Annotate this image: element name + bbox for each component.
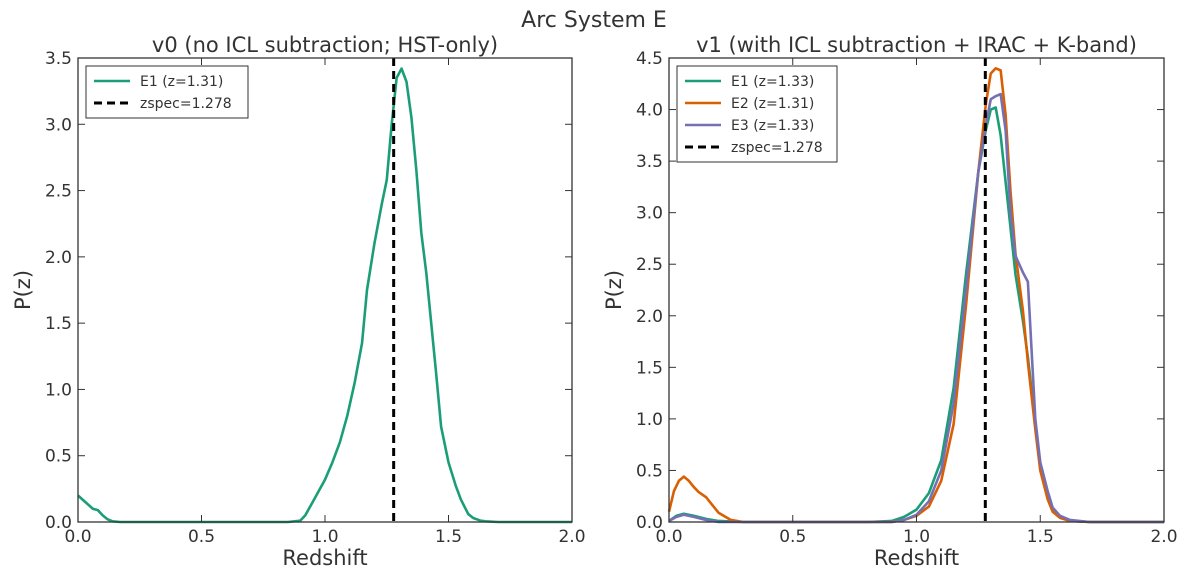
chart-0-x-tick-label: 1.0: [311, 527, 338, 547]
chart-1-y-tick-label: 0.5: [636, 461, 663, 481]
chart-1-y-tick-label: 3.0: [636, 204, 663, 224]
chart-0-y-tick-label: 1.5: [45, 314, 72, 334]
chart-1-y-tick-label: 0.0: [636, 513, 663, 533]
chart-0-x-tick-label: 0.0: [64, 527, 91, 547]
chart-0-x-tick-label: 2.0: [558, 527, 585, 547]
chart-1-legend-label: zspec=1.278: [731, 140, 823, 156]
chart-0-y-tick-label: 3.0: [45, 115, 72, 135]
chart-1-legend-label: E3 (z=1.33): [731, 118, 814, 134]
chart-1-y-tick-label: 1.5: [636, 358, 663, 378]
chart-1-legend: E1 (z=1.33) E2 (z=1.31) E3 (z=1.33) zspec=1…: [676, 65, 838, 163]
chart-0-y-tick-label: 1.0: [45, 380, 72, 400]
chart-0-x-axis-label: Redshift: [282, 546, 367, 570]
chart-panel-v1: v1 (with ICL subtraction + IRAC + K-band…: [602, 33, 1178, 570]
figure-suptitle: Arc System E: [521, 8, 667, 33]
chart-1-x-tick-label: 1.5: [1027, 527, 1054, 547]
chart-0-legend-box: [85, 65, 249, 119]
chart-1-y-tick-label: 3.5: [636, 152, 663, 172]
chart-1-x-tick-label: 0.0: [655, 527, 682, 547]
chart-1-y-tick-label: 1.0: [636, 410, 663, 430]
chart-1-legend-label: E1 (z=1.33): [731, 74, 814, 90]
chart-0-y-tick-label: 2.0: [45, 248, 72, 268]
chart-0-x-tick-label: 1.5: [435, 527, 462, 547]
chart-1-y-tick-label: 2.0: [636, 307, 663, 327]
chart-1-series-line-0: [668, 106, 1164, 524]
chart-0-y-tick-label: 0.5: [45, 447, 72, 467]
chart-1-x-axis-label: Redshift: [874, 546, 959, 570]
chart-1-x-tick-label: 1.0: [903, 527, 930, 547]
chart-0-plot-frame: [77, 57, 573, 523]
chart-0-legend-label: zspec=1.278: [140, 96, 232, 112]
chart-1-x-tick-label: 2.0: [1150, 527, 1177, 547]
chart-1-y-tick-label: 2.5: [636, 255, 663, 275]
chart-0-series-line-0: [77, 67, 572, 524]
chart-1-x-tick-label: 0.5: [779, 527, 806, 547]
chart-0-y-tick-label: 0.0: [45, 513, 72, 533]
chart-0-title: v0 (no ICL subtraction; HST-only): [152, 33, 498, 57]
chart-0-x-tick-label: 0.5: [188, 527, 215, 547]
chart-0-legend-label: E1 (z=1.31): [140, 74, 223, 90]
chart-1-legend-label: E2 (z=1.31): [731, 96, 814, 112]
chart-1-y-axis-label: P(z): [602, 270, 626, 310]
chart-1-y-tick-label: 4.0: [636, 101, 663, 121]
chart-0-y-tick-label: 3.5: [45, 49, 72, 69]
chart-1-y-tick-label: 4.5: [636, 49, 663, 69]
chart-1-title: v1 (with ICL subtraction + IRAC + K-band…: [696, 33, 1137, 57]
chart-0-y-axis-label: P(z): [11, 270, 35, 310]
chart-0-y-tick-label: 2.5: [45, 182, 72, 202]
chart-panel-v0: v0 (no ICL subtraction; HST-only) 0.0 0.5 1…: [11, 33, 586, 570]
chart-0-legend: E1 (z=1.31) zspec=1.278: [85, 65, 249, 119]
